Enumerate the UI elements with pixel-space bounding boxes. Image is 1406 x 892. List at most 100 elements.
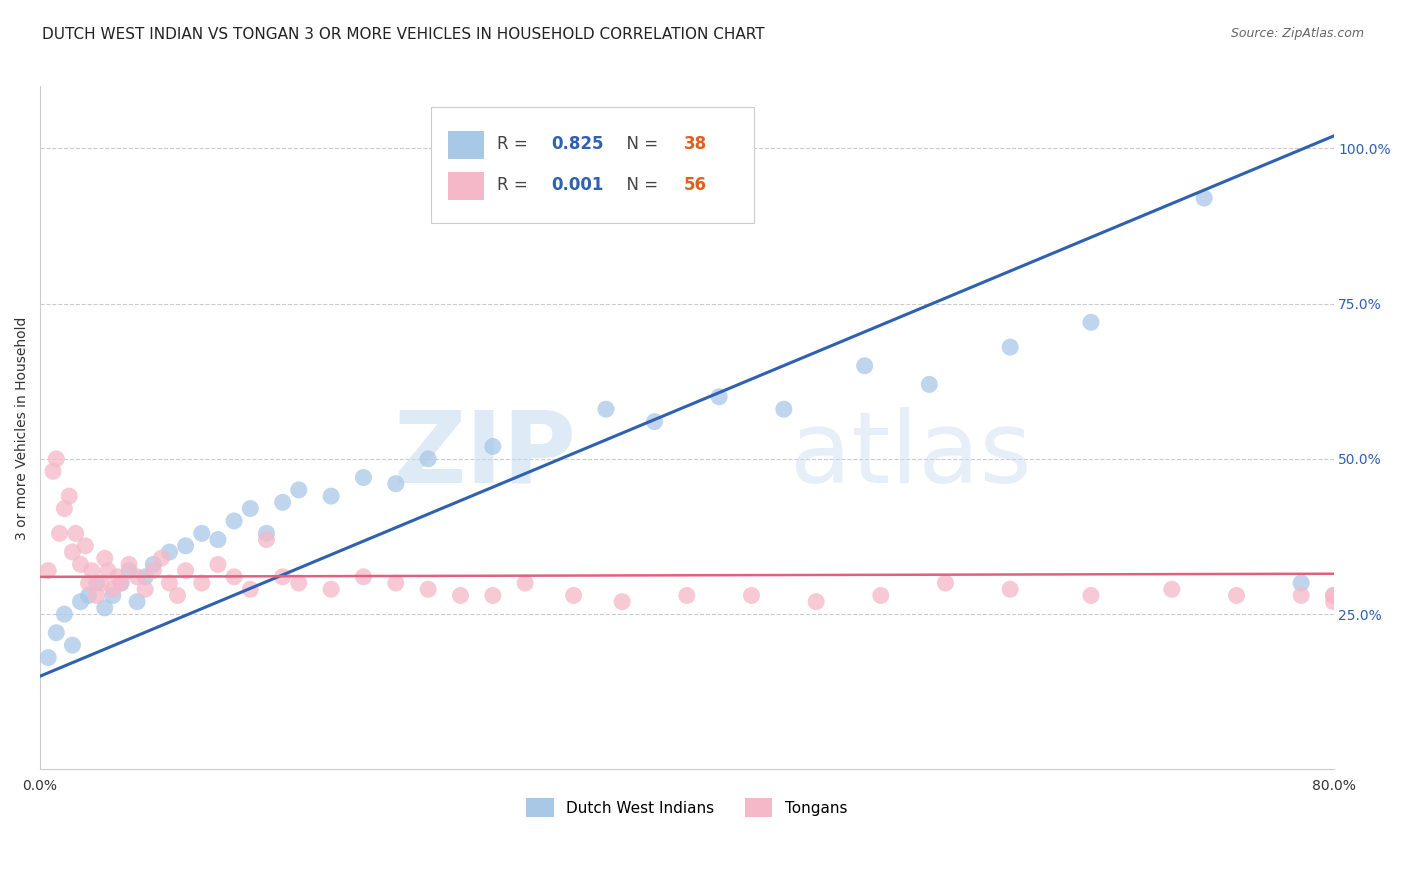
Point — [1080, 315, 1102, 329]
Point — [191, 576, 214, 591]
Point — [239, 582, 262, 597]
Point — [58, 489, 80, 503]
Point — [853, 359, 876, 373]
Point — [174, 564, 197, 578]
Point — [610, 595, 633, 609]
Point — [107, 570, 129, 584]
Text: 0.001: 0.001 — [551, 177, 603, 194]
Point — [69, 595, 91, 609]
FancyBboxPatch shape — [447, 131, 484, 160]
Point — [110, 576, 132, 591]
Point — [481, 440, 503, 454]
Point — [288, 483, 311, 497]
Point — [62, 545, 84, 559]
Text: atlas: atlas — [790, 407, 1032, 504]
Point — [1322, 595, 1344, 609]
Point — [37, 650, 59, 665]
Point — [418, 582, 440, 597]
Point — [224, 570, 246, 584]
Point — [53, 501, 76, 516]
Point — [321, 489, 343, 503]
Point — [675, 589, 697, 603]
FancyBboxPatch shape — [430, 107, 754, 223]
Point — [134, 570, 156, 584]
Point — [42, 464, 65, 478]
Point — [77, 589, 100, 603]
Point — [77, 576, 100, 591]
Point — [1322, 589, 1344, 603]
Point — [150, 551, 173, 566]
Point — [595, 402, 617, 417]
Point — [934, 576, 956, 591]
Point — [256, 526, 278, 541]
Point — [1289, 576, 1312, 591]
Point — [65, 526, 87, 541]
Point — [513, 576, 536, 591]
Y-axis label: 3 or more Vehicles in Household: 3 or more Vehicles in Household — [15, 316, 30, 540]
Point — [1160, 582, 1182, 597]
Point — [45, 625, 67, 640]
Point — [62, 638, 84, 652]
Point — [321, 582, 343, 597]
Text: R =: R = — [496, 136, 533, 153]
Point — [101, 582, 124, 597]
Point — [1080, 589, 1102, 603]
Point — [191, 526, 214, 541]
Point — [69, 558, 91, 572]
Point — [224, 514, 246, 528]
Point — [90, 576, 112, 591]
Point — [166, 589, 188, 603]
Point — [450, 589, 472, 603]
Point — [256, 533, 278, 547]
Point — [772, 402, 794, 417]
Point — [94, 600, 117, 615]
Point — [288, 576, 311, 591]
Point — [94, 551, 117, 566]
Point — [53, 607, 76, 621]
Text: DUTCH WEST INDIAN VS TONGAN 3 OR MORE VEHICLES IN HOUSEHOLD CORRELATION CHART: DUTCH WEST INDIAN VS TONGAN 3 OR MORE VE… — [42, 27, 765, 42]
Point — [385, 576, 408, 591]
Point — [1322, 589, 1344, 603]
Point — [80, 564, 103, 578]
Point — [1289, 589, 1312, 603]
Point — [142, 564, 165, 578]
Point — [998, 582, 1021, 597]
Point — [118, 558, 141, 572]
Point — [48, 526, 70, 541]
Point — [97, 564, 120, 578]
Point — [353, 570, 375, 584]
Point — [127, 570, 149, 584]
Point — [804, 595, 827, 609]
Point — [127, 595, 149, 609]
Text: R =: R = — [496, 177, 533, 194]
Point — [707, 390, 730, 404]
Point — [159, 576, 181, 591]
Point — [998, 340, 1021, 354]
Point — [37, 564, 59, 578]
Point — [239, 501, 262, 516]
Point — [110, 576, 132, 591]
Point — [118, 564, 141, 578]
Text: Source: ZipAtlas.com: Source: ZipAtlas.com — [1230, 27, 1364, 40]
Point — [134, 582, 156, 597]
Text: 0.825: 0.825 — [551, 136, 603, 153]
Point — [869, 589, 891, 603]
Point — [1225, 589, 1247, 603]
Point — [918, 377, 941, 392]
Point — [353, 470, 375, 484]
Point — [385, 476, 408, 491]
Point — [86, 589, 108, 603]
Point — [159, 545, 181, 559]
Text: N =: N = — [616, 177, 664, 194]
Point — [740, 589, 762, 603]
Point — [481, 589, 503, 603]
Point — [1192, 191, 1215, 205]
Point — [271, 495, 294, 509]
Point — [643, 415, 665, 429]
Point — [101, 589, 124, 603]
Point — [418, 451, 440, 466]
FancyBboxPatch shape — [447, 172, 484, 201]
Legend: Dutch West Indians, Tongans: Dutch West Indians, Tongans — [520, 792, 853, 823]
Point — [207, 558, 229, 572]
Text: ZIP: ZIP — [394, 407, 576, 504]
